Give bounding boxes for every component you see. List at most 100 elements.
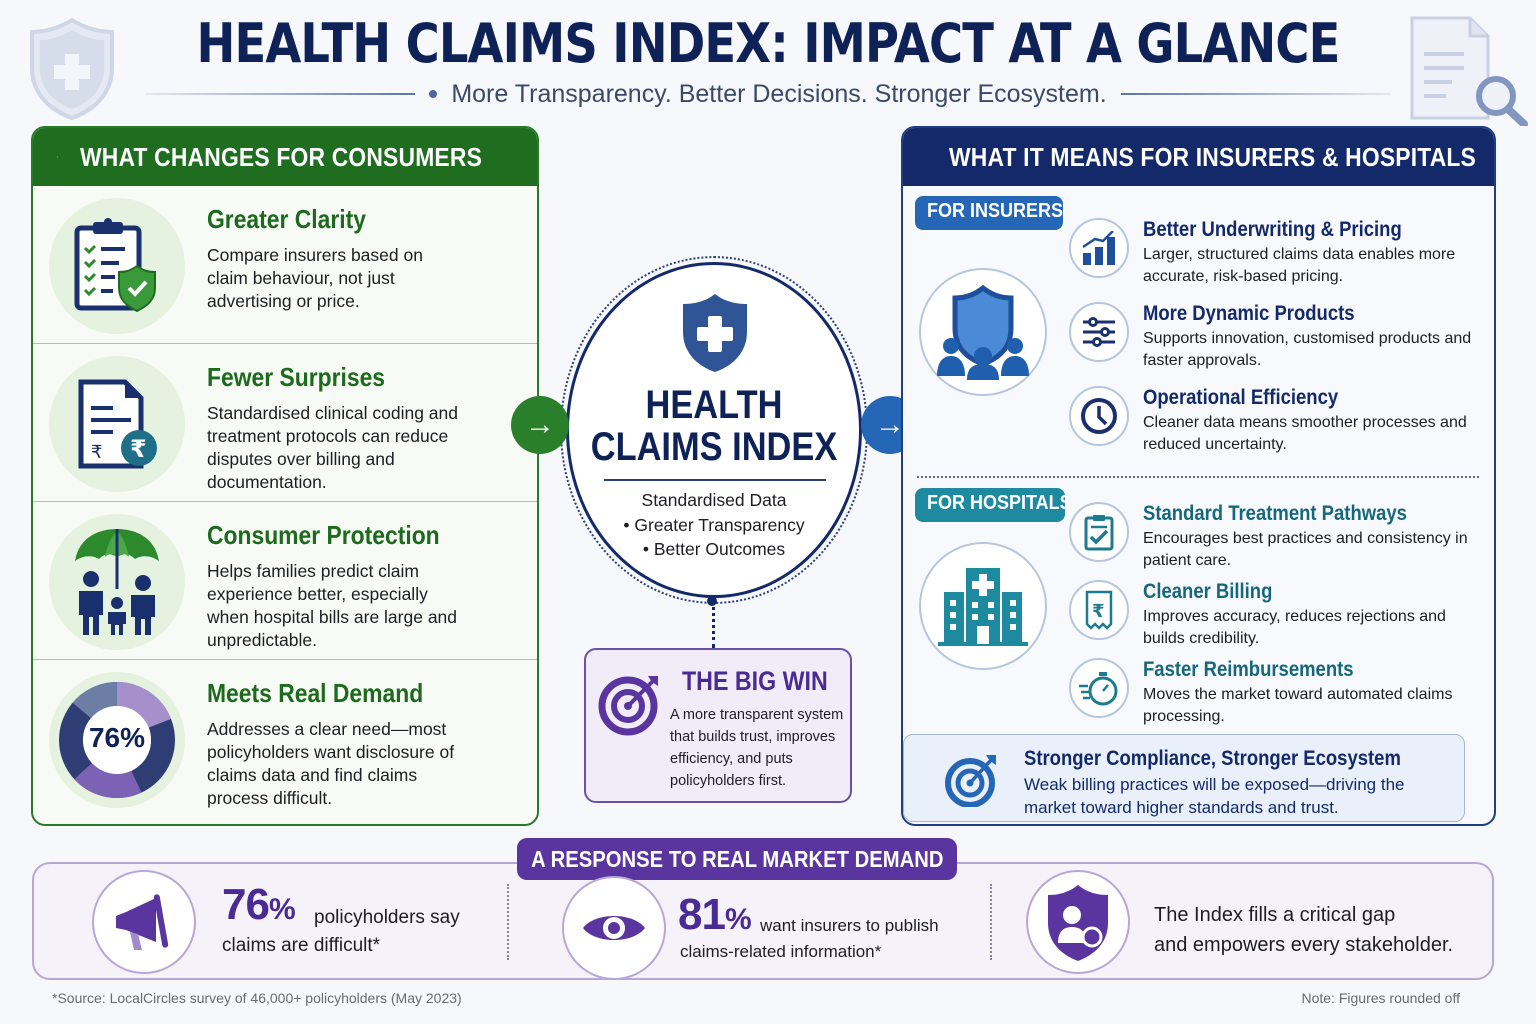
consumer-item: Greater Clarity Compare insurers based o… [33,186,537,344]
item-description: Moves the market toward automated claims… [1143,686,1453,725]
page-title: HEALTH CLAIMS INDEX: IMPACT AT A GLANCE [196,12,1340,75]
center-divider [604,479,826,481]
big-win-card: THE BIG WIN A more transparent system th… [584,648,852,803]
stat-text: want insurers to publish [760,916,939,935]
icon-badge [1069,218,1129,278]
icon-badge: ₹ ₹ [49,356,185,492]
family-umbrella-icon [75,529,159,635]
closing-statement: The Index fills a critical gap and empow… [1154,900,1453,960]
compliance-description: Weak billing practices will be exposed—d… [1024,775,1405,817]
consumer-item: Consumer Protection Helps families predi… [33,502,537,660]
item-title: Meets Real Demand [207,678,424,708]
big-win-description: A more transparent system that builds tr… [670,707,844,789]
stat-value: 81% [678,890,752,939]
item-description: Standardised clinical coding and treatme… [207,403,458,492]
subtitle-row: More Transparency. Better Decisions. Str… [145,76,1392,112]
compliance-title: Stronger Compliance, Stronger Ecosystem [1024,747,1401,770]
icon-badge [1069,658,1129,718]
icon-badge [49,514,185,650]
clipboard-check-icon [1084,515,1114,551]
center-title-line: CLAIMS INDEX [590,425,838,469]
rounding-note: Note: Figures rounded off [1301,990,1460,1006]
item-title: Standard Treatment Pathways [1143,502,1407,525]
stakeholders-panel-header: WHAT IT MEANS FOR INSURERS & HOSPITALS [903,128,1494,186]
band-divider [507,884,509,960]
stat-text: claims are difficult* [222,935,381,956]
stakeholders-panel: WHAT IT MEANS FOR INSURERS & HOSPITALS F… [901,126,1496,826]
consumers-panel: WHAT CHANGES FOR CONSUMERS Greater Clari… [31,126,539,826]
closing-line: The Index fills a critical gap [1154,904,1396,926]
icon-badge [1069,502,1129,562]
insurers-label: FOR INSURERS [915,196,1063,230]
item-description: Improves accuracy, reduces rejections an… [1143,608,1446,647]
item-description: Encourages best practices and consistenc… [1143,530,1468,569]
bar-chart-trend-icon [1082,231,1115,265]
item-description: Larger, structured claims data enables m… [1143,246,1456,285]
icon-badge [1069,386,1129,446]
megaphone-icon [116,894,169,950]
svg-text:₹: ₹ [91,442,102,463]
svg-text:₹: ₹ [1092,601,1105,622]
target-arrow-icon [598,676,658,736]
market-demand-label: A RESPONSE TO REAL MARKET DEMAND [517,838,957,880]
clipboard-check-shield-icon [74,218,156,313]
item-title: Consumer Protection [207,520,440,550]
center-title: HEALTH CLAIMS INDEX [587,384,842,468]
consumer-item: ₹ ₹ Fewer Surprises Standardised clinica… [33,344,537,502]
subtitle-divider [145,93,416,95]
rupee-receipt-icon: ₹ [1085,590,1113,630]
shield-person-icon [1048,885,1108,961]
icon-badge: ₹ [1069,580,1129,640]
item-description: Supports innovation, customised products… [1143,330,1472,369]
closing-line: and empowers every stakeholder. [1154,934,1454,956]
hospital-icon [938,568,1028,646]
icon-badge: 76% [49,672,185,808]
eye-icon [583,916,645,940]
item-description: Cleaner data means smoother processes an… [1143,414,1467,453]
item-title: Fewer Surprises [207,362,386,392]
hospitals-badge [919,542,1047,670]
shield-plus-icon [683,294,747,372]
shield-plus-icon [30,17,114,121]
people-group-icon [57,156,59,158]
dotted-connector [712,600,715,648]
stat-text: policyholders say [314,907,460,928]
arrow-right-icon: → [511,396,569,454]
subtitle-divider [1120,93,1392,95]
compliance-callout: Stronger Compliance, Stronger Ecosystem … [903,734,1465,822]
icon-badge [1026,870,1130,974]
icon-badge [49,198,185,334]
icon-badge [1069,302,1129,362]
stat-value: 76% [222,880,296,929]
connector-dot [707,596,717,606]
donut-stat: 76% [88,722,146,753]
band-divider [990,884,992,960]
item-title: Greater Clarity [207,204,366,234]
rupee-document-icon: ₹ ₹ [78,379,157,469]
svg-text:₹: ₹ [130,435,147,463]
consumers-heading: WHAT CHANGES FOR CONSUMERS [80,141,483,172]
hospitals-label: FOR HOSPITALS [915,488,1072,522]
document-search-icon [1410,16,1528,126]
target-arrow-icon [945,755,996,807]
center-list-item: • Better Outcomes [642,539,786,559]
consumer-item: 76% Meets Real Demand Addresses a clear … [33,660,537,818]
sliders-icon [1083,317,1115,347]
item-title: Cleaner Billing [1143,580,1273,603]
consumers-panel-header: WHAT CHANGES FOR CONSUMERS [33,128,537,186]
clock-icon [1081,398,1117,434]
item-title: Better Underwriting & Pricing [1143,218,1402,241]
center-title-line: HEALTH [645,383,783,427]
item-title: Operational Efficiency [1143,386,1339,409]
center-list-item: Standardised Data [641,490,787,510]
donut-chart-icon [59,682,175,798]
stopwatch-icon [1079,672,1118,706]
section-divider [917,476,1479,478]
icon-badge [92,870,196,974]
item-description: Helps families predict claim experience … [207,561,458,650]
item-title: More Dynamic Products [1143,302,1355,325]
page-subtitle: More Transparency. Better Decisions. Str… [451,79,1107,108]
shield-people-icon [937,284,1029,380]
stat-text: claims-related information* [680,942,882,961]
source-footnote: *Source: LocalCircles survey of 46,000+ … [52,990,462,1006]
